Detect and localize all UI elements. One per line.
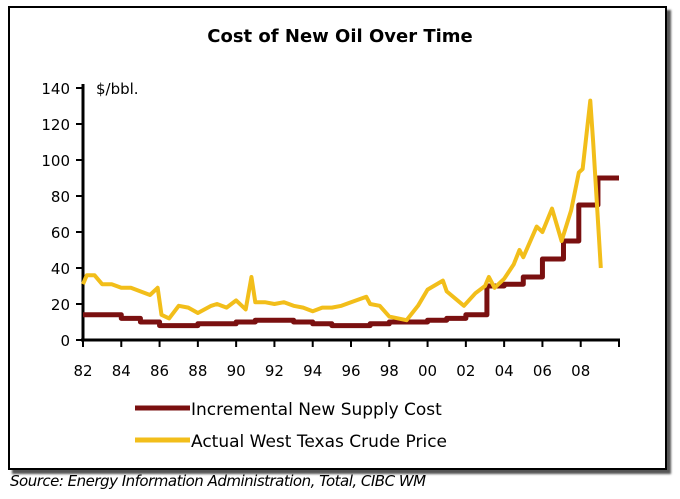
x-tick-label: 08 [571,362,590,380]
y-tick-label: 80 [51,188,70,206]
x-tick-label: 04 [495,362,514,380]
y-tick-label: 120 [41,116,70,134]
x-tick-label: 00 [418,362,437,380]
y-tick-label: 60 [51,224,70,242]
x-tick-label: 96 [341,362,360,380]
x-tick-label: 82 [73,362,92,380]
x-tick-label: 94 [303,362,322,380]
x-tick-label: 92 [265,362,284,380]
y-tick-label: 40 [51,260,70,278]
x-tick-label: 86 [150,362,169,380]
y-tick-label: 0 [60,332,70,350]
chart-title: Cost of New Oil Over Time [207,26,473,47]
y-tick-label: 20 [51,296,70,314]
x-tick-label: 84 [112,362,131,380]
y-tick-label: 140 [41,80,70,98]
y-axis-label: $/bbl. [96,80,139,98]
chart-frame [8,6,667,470]
x-tick-label: 02 [456,362,475,380]
source-note: Source: Energy Information Administratio… [10,472,426,490]
series-line-wti-price [81,98,603,323]
x-tick-label: 06 [533,362,552,380]
series-line-supply-cost [83,175,619,329]
legend-label: Incremental New Supply Cost [191,400,442,420]
legend-label: Actual West Texas Crude Price [191,432,447,452]
x-tick-label: 88 [188,362,207,380]
x-tick-label: 90 [227,362,246,380]
line-chart: 0 20 40 60 80 100 120 140 82 84 86 88 90 92 94 96 98 00 02… [41,80,620,452]
y-tick-label: 100 [41,152,70,170]
x-tick-label: 98 [380,362,399,380]
